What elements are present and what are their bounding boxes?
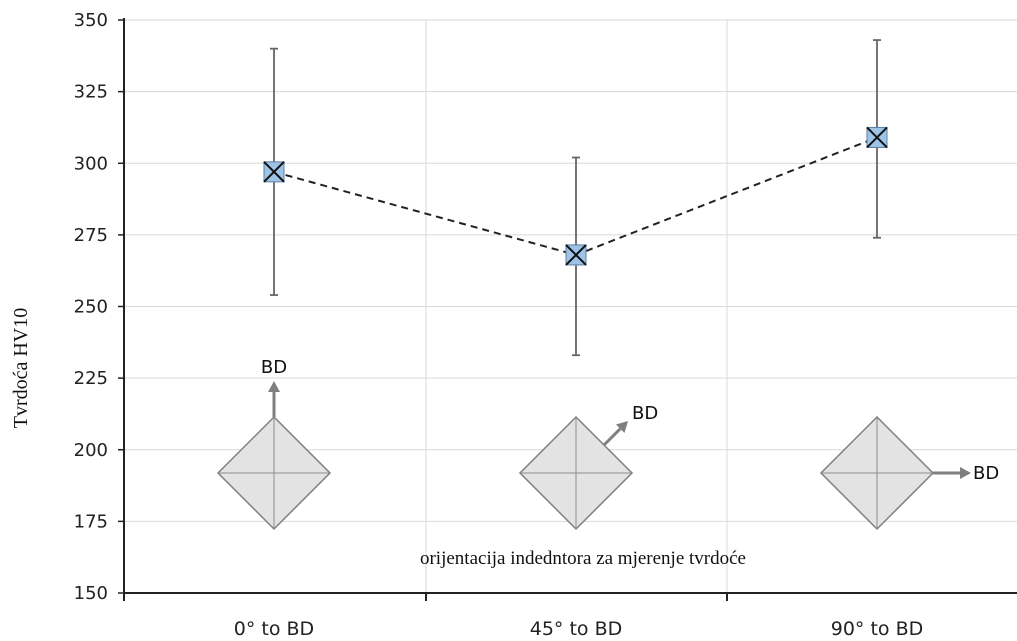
y-tick-label: 325	[74, 82, 108, 103]
y-tick-label: 225	[74, 368, 108, 389]
indenter-diamond: BD	[819, 415, 999, 531]
y-tick-label: 150	[74, 583, 108, 604]
y-tick-label: 175	[74, 511, 108, 532]
y-tick-label: 350	[74, 10, 108, 31]
data-point	[866, 126, 888, 149]
annotation-text: orijentacija indedntora za mjerenje tvrd…	[420, 548, 746, 569]
data-point	[565, 244, 587, 266]
x-category-label: 90° to BD	[831, 618, 924, 640]
indenter-diamond: BD	[216, 357, 332, 531]
indenter-diamond: BD	[518, 403, 658, 531]
series	[263, 39, 888, 357]
bd-arrow-head	[960, 467, 971, 479]
bd-label: BD	[261, 357, 287, 378]
bd-label: BD	[632, 403, 658, 424]
data-point-cross	[565, 244, 587, 266]
bd-label: BD	[973, 463, 999, 484]
axes: 150 175 200 225 250 275 300 325 350 0° to BD 45° t…	[74, 10, 1017, 640]
bd-arrow-head	[268, 381, 280, 392]
y-axis-label: Tvrdoća HV10	[10, 308, 32, 429]
data-point	[263, 161, 285, 183]
indenter-diagrams: BD BD BD	[216, 357, 999, 531]
y-tick-label: 275	[74, 225, 108, 246]
bd-arrow-shaft	[602, 427, 622, 447]
data-point-cross	[263, 161, 285, 183]
bd-arrow-head	[615, 421, 628, 434]
y-tick-label: 200	[74, 440, 108, 461]
y-tick-label: 300	[74, 153, 108, 174]
y-tick-label: 250	[74, 297, 108, 318]
data-point-cross	[866, 126, 888, 149]
x-category-label: 0° to BD	[234, 618, 314, 640]
x-category-label: 45° to BD	[530, 618, 623, 640]
